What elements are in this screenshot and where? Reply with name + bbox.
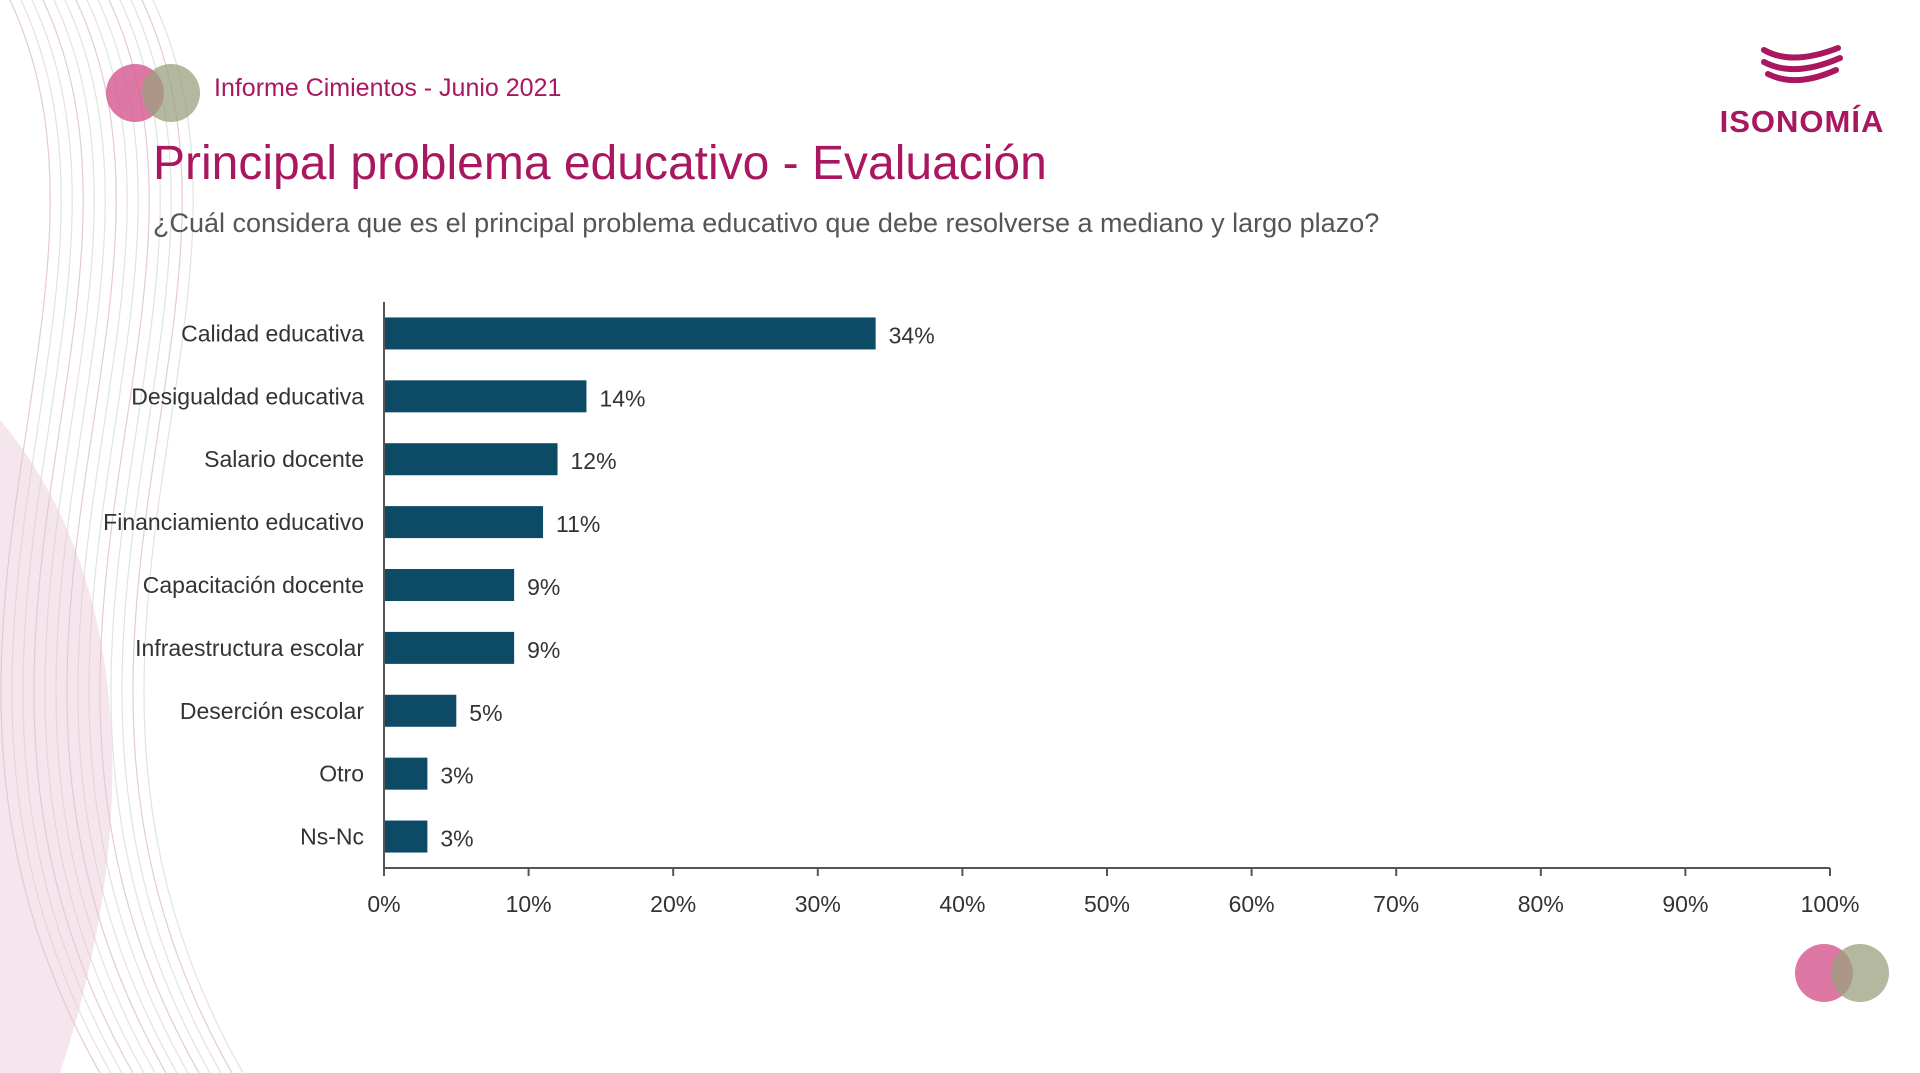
category-label: Financiamiento educativo xyxy=(103,509,364,535)
bar xyxy=(384,694,457,727)
category-label: Calidad educativa xyxy=(181,320,364,346)
brand-circles-icon xyxy=(1795,944,1889,1002)
swirl-line xyxy=(11,0,112,1073)
x-tick-label: 40% xyxy=(939,891,985,917)
isonomia-logo: ISONOMÍA xyxy=(1712,44,1892,144)
x-tick-label: 100% xyxy=(1801,891,1860,917)
value-label: 12% xyxy=(571,448,617,474)
swirl-line xyxy=(22,0,123,1073)
category-label: Otro xyxy=(319,761,364,787)
swirl-line xyxy=(33,0,134,1073)
bar xyxy=(384,757,428,790)
x-tick-label: 70% xyxy=(1373,891,1419,917)
swirl-line xyxy=(77,0,178,1073)
x-tick-label: 90% xyxy=(1662,891,1708,917)
bar xyxy=(384,317,876,350)
category-label: Ns-Nc xyxy=(300,824,364,850)
bar xyxy=(384,820,428,853)
x-tick-label: 80% xyxy=(1518,891,1564,917)
olive-circle xyxy=(142,64,200,122)
olive-circle xyxy=(1831,944,1889,1002)
swirl-line xyxy=(99,0,200,1073)
x-tick-label: 60% xyxy=(1229,891,1275,917)
value-label: 34% xyxy=(889,322,935,348)
bar xyxy=(384,631,515,664)
category-label: Infraestructura escolar xyxy=(135,635,364,661)
decorative-swirl xyxy=(0,0,244,1073)
value-label: 9% xyxy=(527,637,560,663)
bar xyxy=(384,569,515,601)
value-label: 3% xyxy=(440,763,473,789)
swirl-blob xyxy=(0,420,113,1073)
bar xyxy=(384,380,587,413)
logo-text: ISONOMÍA xyxy=(1719,104,1885,139)
swirl-line xyxy=(132,0,233,1073)
category-label: Capacitación docente xyxy=(143,572,364,598)
value-label: 14% xyxy=(599,385,645,411)
swirl-line xyxy=(0,0,101,1073)
swirl-line xyxy=(44,0,145,1073)
value-label: 9% xyxy=(527,574,560,600)
category-label: Salario docente xyxy=(204,446,364,472)
x-tick-label: 10% xyxy=(506,891,552,917)
x-tick-label: 20% xyxy=(650,891,696,917)
x-tick-label: 30% xyxy=(795,891,841,917)
x-tick-label: 0% xyxy=(367,891,400,917)
bar xyxy=(384,506,544,539)
page-title: Principal problema educativo - Evaluació… xyxy=(153,137,1047,190)
bar xyxy=(384,443,558,476)
logo-waves-icon xyxy=(1761,45,1843,84)
report-label: Informe Cimientos - Junio 2021 xyxy=(214,74,562,102)
value-label: 11% xyxy=(556,511,600,537)
swirl-line xyxy=(110,0,211,1073)
value-label: 5% xyxy=(469,700,502,726)
brand-circles-icon xyxy=(106,64,200,122)
x-tick-label: 50% xyxy=(1084,891,1130,917)
value-label: 3% xyxy=(440,826,473,852)
swirl-line xyxy=(88,0,189,1073)
survey-question: ¿Cuál considera que es el principal prob… xyxy=(153,208,1380,238)
swirl-line xyxy=(143,0,244,1073)
swirl-line xyxy=(66,0,167,1073)
swirl-line xyxy=(121,0,222,1073)
swirl-line xyxy=(55,0,156,1073)
category-label: Deserción escolar xyxy=(180,698,364,724)
category-label: Desigualdad educativa xyxy=(131,383,364,409)
